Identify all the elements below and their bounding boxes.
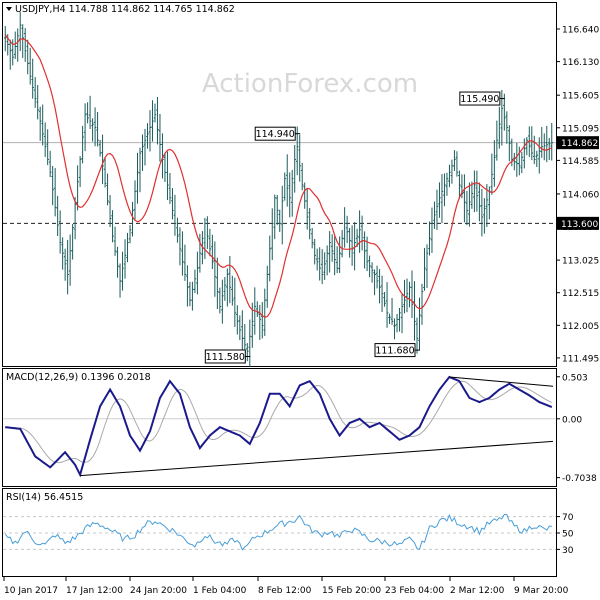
macd-axis: 0.503 0.00 -0.7038 bbox=[556, 373, 597, 484]
watermark: ActionForex.com bbox=[202, 69, 418, 99]
time-tick-label: 1 Feb 04:00 bbox=[193, 586, 247, 596]
price-level-marker bbox=[557, 216, 599, 230]
time-tick-label: 17 Jan 12:00 bbox=[66, 586, 123, 596]
time-tick-label: 2 Mar 12:00 bbox=[450, 586, 505, 596]
price-level-marker-label: 113.600 bbox=[561, 220, 598, 230]
price-tick-label: 116.130 bbox=[562, 58, 599, 68]
macd-layer bbox=[3, 375, 556, 478]
macd-trendline bbox=[80, 440, 554, 477]
annotation-layer: 114.940 115.490 111.580 111.680 bbox=[204, 91, 505, 364]
macd-panel-frame bbox=[2, 368, 557, 487]
x-axis: 10 Jan 2017 17 Jan 12:00 24 Jan 20:00 1 Feb… bbox=[3, 577, 569, 596]
price-level-marker bbox=[557, 136, 599, 150]
time-tick-label: 9 Mar 20:00 bbox=[514, 586, 569, 596]
macd-label: MACD(12,26,9) 0.1396 0.2018 bbox=[6, 372, 151, 383]
time-tick-label: 24 Jan 20:00 bbox=[130, 586, 187, 596]
symbol-header: USDJPY,H4 114.788 114.862 114.765 114.86… bbox=[15, 4, 235, 15]
price-tick-label: 115.605 bbox=[562, 92, 599, 102]
time-tick-label: 8 Feb 12:00 bbox=[258, 586, 312, 596]
rsi-layer bbox=[3, 513, 556, 551]
moving-average-layer bbox=[4, 34, 553, 318]
rsi-tick-label: 70 bbox=[562, 513, 574, 523]
price-tick-label: 116.640 bbox=[562, 26, 599, 36]
price-level-marker-label: 114.862 bbox=[561, 139, 598, 149]
price-panel-frame bbox=[2, 2, 557, 367]
price-layer bbox=[3, 11, 554, 367]
price-annotation-label: 114.940 bbox=[256, 129, 295, 140]
macd-line bbox=[5, 375, 553, 478]
rsi-tick-label: 30 bbox=[562, 546, 574, 556]
price-tick-label: 113.025 bbox=[562, 257, 599, 267]
price-tick-label: 114.585 bbox=[562, 157, 599, 167]
rsi-tick-label: 50 bbox=[562, 530, 574, 540]
rsi-line bbox=[4, 513, 552, 551]
price-annotation-label: 111.580 bbox=[206, 352, 245, 363]
rsi-axis: 70 50 30 bbox=[556, 513, 574, 556]
time-tick-label: 10 Jan 2017 bbox=[4, 586, 58, 596]
price-annotation-label: 115.490 bbox=[460, 94, 499, 105]
time-tick-label: 15 Feb 20:00 bbox=[322, 586, 381, 596]
macd-tick-label: 0.00 bbox=[562, 415, 582, 425]
moving-average-line bbox=[4, 34, 553, 318]
rsi-label: RSI(14) 56.4515 bbox=[6, 492, 83, 503]
macd-trendline bbox=[449, 376, 554, 387]
price-tick-label: 115.095 bbox=[562, 124, 599, 134]
dropdown-triangle-icon[interactable] bbox=[6, 7, 12, 11]
price-axis: 116.640 116.130 115.605 115.095 114.585 114.0… bbox=[556, 26, 599, 364]
price-tick-label: 112.515 bbox=[562, 289, 599, 299]
price-annotation-label: 111.680 bbox=[375, 346, 414, 357]
price-tick-label: 111.495 bbox=[562, 354, 599, 364]
macd-tick-label: -0.7038 bbox=[562, 474, 597, 484]
price-tick-label: 112.005 bbox=[562, 322, 599, 332]
time-tick-label: 23 Feb 04:00 bbox=[385, 586, 444, 596]
price-tick-label: 114.060 bbox=[562, 190, 599, 200]
macd-tick-label: 0.503 bbox=[562, 373, 588, 383]
